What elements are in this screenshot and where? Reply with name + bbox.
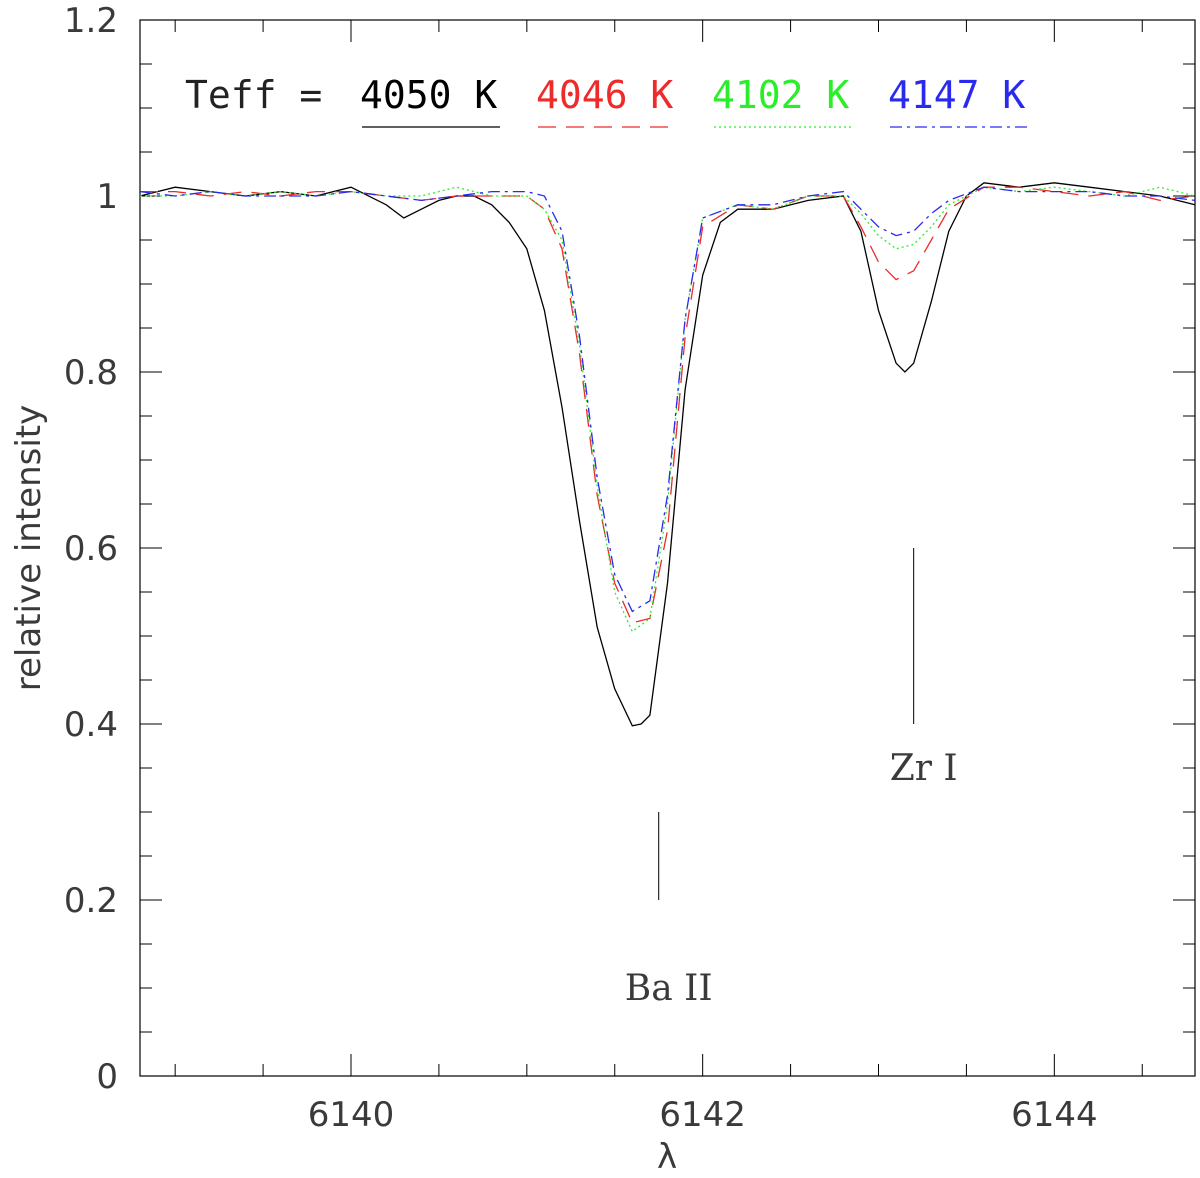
axis-tick-labels: 6140 6142 6144 0 0.2 0.4 0.6 0.8 1 1.2 (64, 1, 1098, 1135)
legend-entry: 4147 K (888, 73, 1028, 128)
legend-label: 4147 K (888, 73, 1025, 117)
series-group (139, 182, 1196, 727)
legend-entry: 4046 K (536, 73, 676, 128)
y-tick-label: 0 (96, 1057, 118, 1097)
y-tick-label: 1.2 (64, 1, 118, 41)
legend-label: 4050 K (360, 73, 497, 117)
series-line (139, 186, 1196, 613)
legend-label: 4102 K (712, 73, 849, 117)
y-tick-label: 0.2 (64, 881, 118, 921)
axis-ticks (140, 19, 1195, 1077)
legend-label: 4046 K (536, 73, 673, 117)
y-axis-label: relative intensity (9, 405, 49, 691)
series-line (140, 186, 1196, 624)
plot-frame (139, 19, 1196, 1077)
annotation-label: Ba II (625, 968, 713, 1009)
y-tick-label: 0.6 (64, 529, 118, 569)
annotations: Ba II Zr I (625, 548, 958, 1009)
annotation-label: Zr I (890, 748, 958, 789)
legend: Teff = 4050 K 4046 K 4102 K 4147 K (185, 73, 1028, 128)
legend-entry: 4050 K (360, 73, 500, 128)
y-tick-label: 0.4 (64, 705, 118, 745)
series-line (139, 182, 1196, 727)
x-tick-label: 6140 (308, 1095, 395, 1135)
legend-entry: 4102 K (712, 73, 852, 128)
x-tick-label: 6144 (1011, 1095, 1098, 1135)
x-axis-label: λ (657, 1137, 677, 1177)
line-annotation: Zr I (890, 548, 958, 789)
y-tick-label: 1 (96, 177, 118, 217)
line-annotation: Ba II (625, 812, 713, 1009)
x-tick-label: 6142 (659, 1095, 746, 1135)
legend-prefix: Teff = (185, 73, 322, 117)
series-line (140, 186, 1196, 633)
y-tick-label: 0.8 (64, 353, 118, 393)
